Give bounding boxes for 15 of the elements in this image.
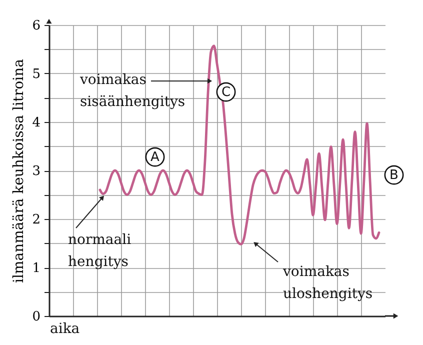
y-tick-label: 5: [32, 67, 40, 82]
y-tick-label: 3: [32, 164, 40, 179]
annotation: voimakas uloshengitys: [282, 264, 373, 302]
annotation: A: [150, 150, 160, 165]
x-axis-title: aika: [50, 321, 80, 337]
annotation: C: [221, 85, 231, 100]
y-tick-label: 4: [32, 116, 40, 130]
y-tick-label: 0: [32, 310, 40, 324]
y-tick-label: 6: [32, 18, 40, 34]
annotation: normaali hengitys: [68, 232, 132, 270]
y-tick-label: 1: [32, 261, 40, 276]
y-tick-label: 2: [32, 212, 40, 228]
text: B: [390, 168, 398, 183]
y-axis-title: ilmanmäärä keuhkoissa litroina: [11, 59, 28, 283]
annotation: voimakas sisäänhengitys: [79, 72, 186, 110]
